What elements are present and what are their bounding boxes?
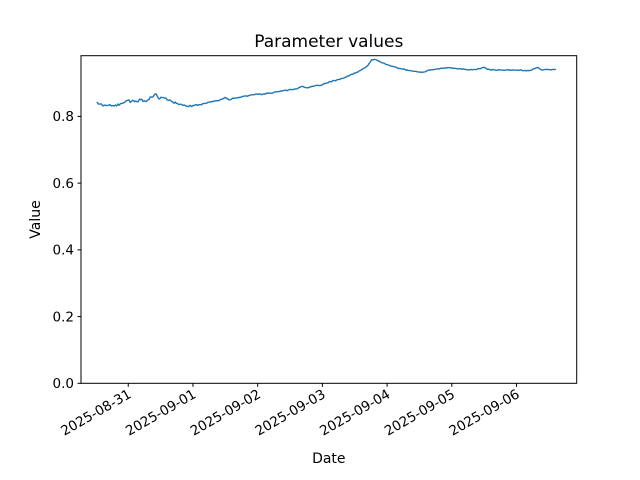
x-tick-label: 2025-09-03 — [252, 386, 328, 439]
y-tick-label: 0.0 — [53, 376, 74, 392]
x-tick-label: 2025-08-31 — [58, 386, 134, 439]
x-tick-label: 2025-09-01 — [123, 386, 199, 439]
x-axis-label: Date — [312, 451, 345, 467]
y-tick-marks — [77, 115, 81, 384]
y-tick-label: 0.4 — [53, 243, 74, 259]
x-tick-marks — [127, 383, 518, 387]
plot-area — [80, 55, 578, 384]
y-tick-labels: 0.0 0.2 0.4 0.6 0.8 — [53, 109, 74, 392]
x-tick-label: 2025-09-02 — [188, 386, 264, 439]
data-line-parameter-value — [96, 58, 556, 108]
y-tick-label: 0.2 — [53, 309, 74, 325]
y-axis-label: Value — [28, 200, 44, 238]
x-tick-labels: 2025-08-312025-09-012025-09-022025-09-03… — [58, 386, 522, 439]
x-tick-label: 2025-09-05 — [382, 386, 458, 439]
x-tick-label: 2025-09-06 — [447, 386, 523, 439]
y-tick-label: 0.8 — [53, 109, 74, 125]
chart-title: Parameter values — [254, 32, 403, 52]
x-tick-label: 2025-09-04 — [317, 386, 393, 439]
y-tick-label: 0.6 — [53, 176, 74, 192]
